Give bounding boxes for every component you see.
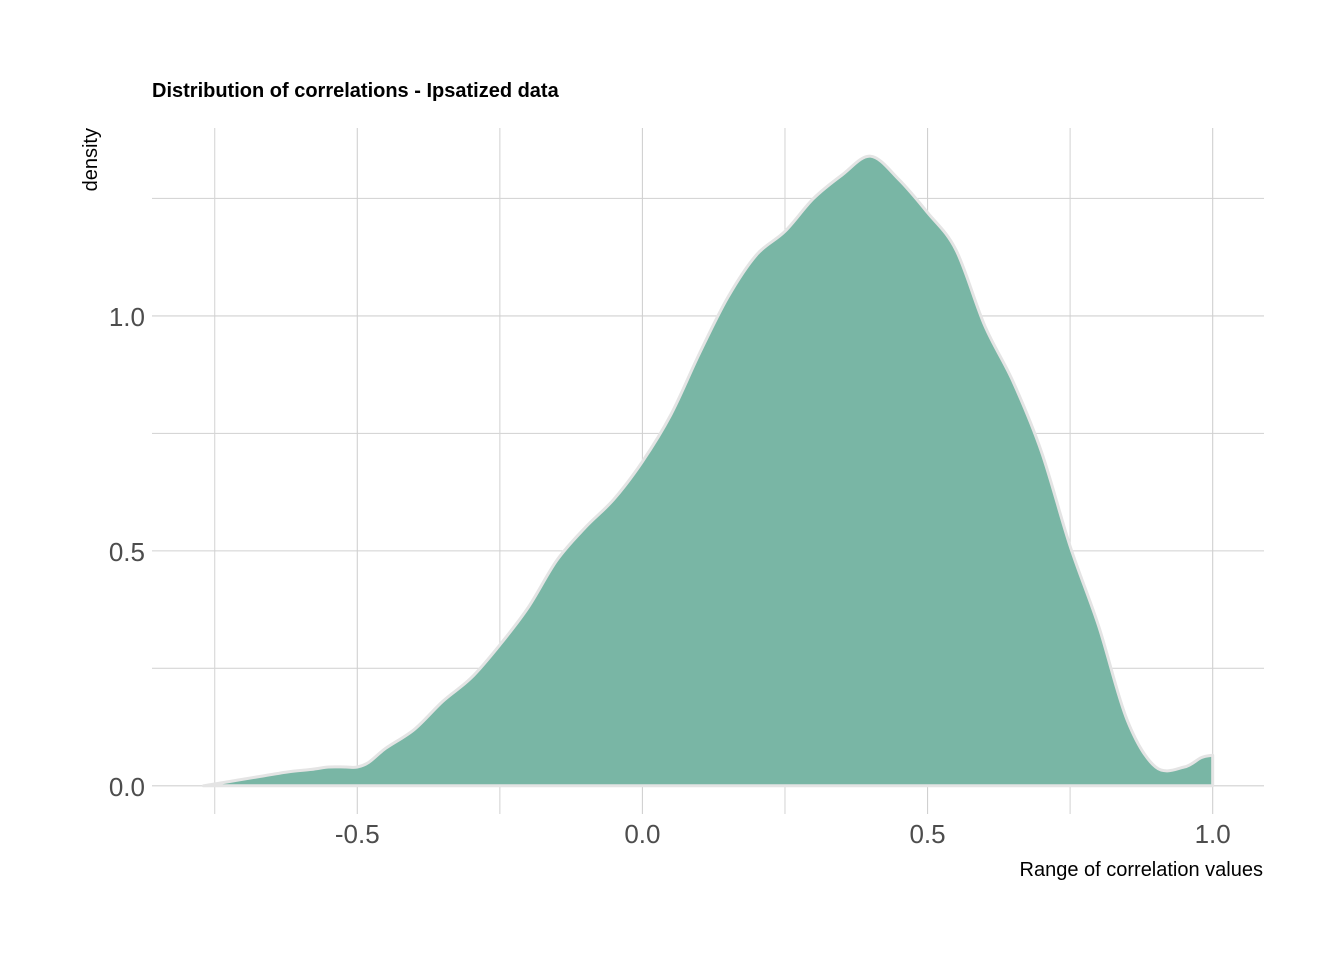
- x-tick-label: 1.0: [1195, 819, 1231, 849]
- y-tick-label: 0.5: [109, 537, 145, 567]
- y-tick-label: 1.0: [109, 302, 145, 332]
- axis-tick-labels: -0.5 0.0 0.5 1.0 0.0 0.5 1.0: [109, 302, 1231, 849]
- y-tick-label: 0.0: [109, 772, 145, 802]
- x-tick-label: 0.5: [909, 819, 945, 849]
- x-tick-label: -0.5: [335, 819, 380, 849]
- y-axis-title: density: [80, 128, 102, 191]
- x-axis-title: Range of correlation values: [1020, 859, 1263, 881]
- density-area: [201, 154, 1215, 788]
- chart-title: Distribution of correlations - Ipsatized…: [152, 80, 560, 102]
- x-tick-label: 0.0: [624, 819, 660, 849]
